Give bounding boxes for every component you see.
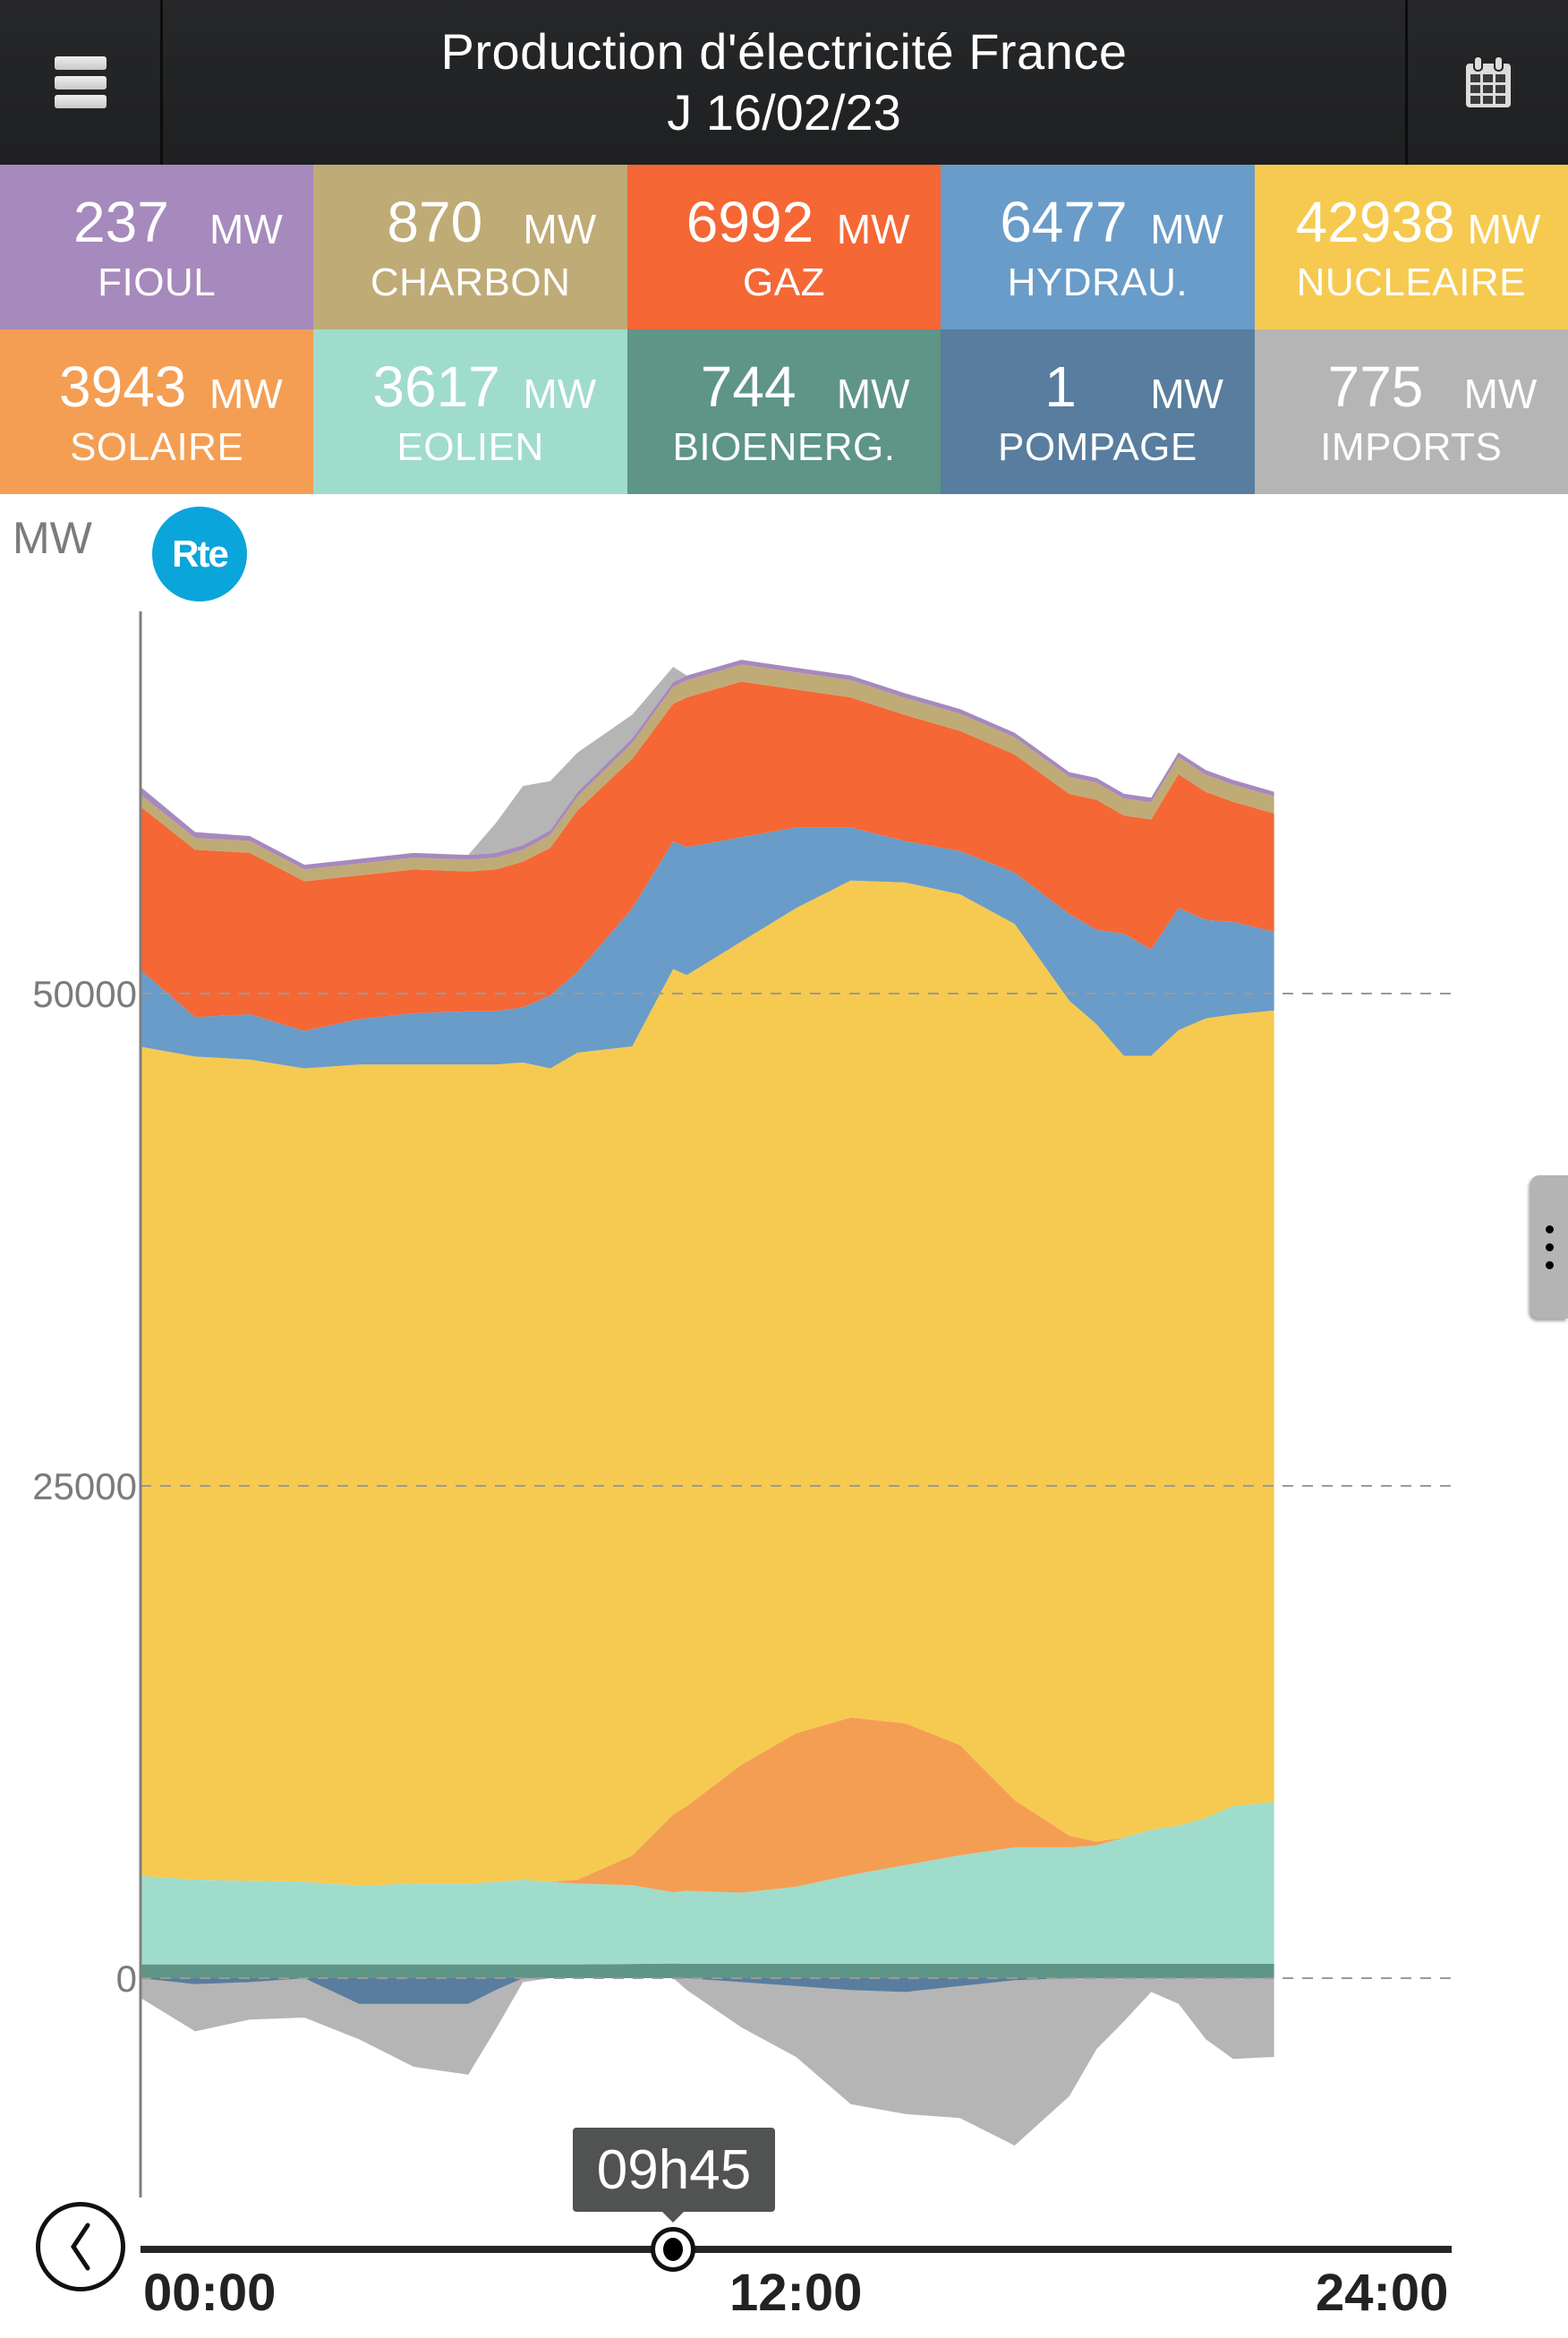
tile-unit: MW [1463, 371, 1538, 417]
tile-value: 237 [73, 190, 169, 254]
tile-value: 744 [700, 354, 797, 419]
date-text: J 16/02/23 [667, 84, 901, 141]
area-nucleaire [141, 880, 1274, 1886]
more-vertical-icon-dot [1545, 1242, 1554, 1251]
tile-unit: MW [1150, 371, 1223, 417]
tile-value: 42938 [1295, 190, 1455, 254]
tile-charbon: 870 MW CHARBON [313, 165, 627, 329]
tile-value: 3943 [59, 354, 187, 419]
area-charbon [141, 664, 1274, 882]
tile-label: GAZ [743, 260, 825, 304]
tile-nucleaire: 42938 MW NUCLEAIRE [1254, 165, 1568, 329]
tile-unit: MW [209, 371, 283, 417]
tile-unit: MW [523, 371, 597, 417]
tile-hydrau: 6477 MW HYDRAU. [941, 165, 1255, 329]
tile-eolien: 3617 MW EOLIEN [313, 329, 627, 494]
tile-label: CHARBON [370, 260, 571, 304]
tile-fioul: 237 MW FIOUL [0, 165, 314, 329]
calendar-button[interactable] [1405, 0, 1568, 165]
tile-label: BIOENERG. [672, 425, 896, 469]
tile-label: NUCLEAIRE [1296, 260, 1526, 304]
tile-label: IMPORTS [1320, 425, 1503, 469]
side-panel-handle[interactable] [1530, 1175, 1568, 1318]
tile-solaire: 3943 MW SOLAIRE [0, 329, 314, 494]
rte-logo: Rte [152, 507, 247, 602]
area-hydrau [141, 827, 1274, 1069]
y-tick-label: 50000 [32, 973, 137, 1015]
area-gaz [141, 681, 1274, 1031]
title-text: Production d'électricité France [440, 23, 1128, 80]
y-axis-unit-label: MW [13, 513, 92, 563]
hamburger-menu-icon [54, 56, 107, 108]
x-label-end: 24:00 [1316, 2264, 1449, 2322]
tile-pompage: 1 MW POMPAGE [941, 329, 1255, 494]
tile-unit: MW [836, 206, 910, 252]
area-solaire [141, 1717, 1274, 1893]
tile-bioenerg: 744 MW BIOENERG. [626, 329, 942, 494]
tile-value: 6992 [686, 190, 814, 254]
tile-gaz: 6992 MW GAZ [626, 165, 942, 329]
y-tick-label: 25000 [32, 1465, 137, 1507]
tile-value: 3617 [372, 354, 500, 419]
area-bioenerg [141, 1963, 1274, 1978]
previous-day-button[interactable] [36, 2202, 125, 2291]
tile-unit: MW [1467, 206, 1541, 252]
tile-label: SOLAIRE [70, 425, 244, 469]
time-tooltip: 09h45 [573, 2128, 775, 2223]
production-tiles: 237 MW FIOUL 870 MW CHARBON 6992 MW GAZ 6477 MW HYD… [0, 165, 1568, 494]
app-header: Production d'électricité France J 16/02/… [0, 0, 1568, 165]
x-label-mid: 12:00 [729, 2264, 863, 2322]
area-eolien [141, 1802, 1274, 1965]
thumb-dot [663, 2238, 683, 2261]
time-slider-thumb[interactable] [651, 2227, 695, 2272]
tile-value: 775 [1327, 354, 1424, 419]
more-vertical-icon-dot [1545, 1260, 1554, 1269]
tile-label: FIOUL [98, 260, 217, 304]
tile-label: HYDRAU. [1007, 260, 1189, 304]
tile-label: EOLIEN [396, 425, 544, 469]
tile-value: 870 [387, 190, 483, 254]
menu-button[interactable] [0, 0, 163, 165]
tile-unit: MW [523, 206, 597, 252]
tile-value: 6477 [1000, 190, 1128, 254]
page-title: Production d'électricité France J 16/02/… [166, 0, 1402, 165]
x-label-start: 00:00 [143, 2264, 277, 2322]
tile-unit: MW [209, 206, 283, 252]
y-tick-label: 0 [116, 1958, 137, 2000]
more-vertical-icon [1545, 1224, 1554, 1233]
area-pompage [141, 1978, 1274, 2004]
tile-value: 1 [1044, 354, 1077, 419]
tile-label: POMPAGE [998, 425, 1197, 469]
tile-unit: MW [1150, 206, 1223, 252]
area-exports [141, 1978, 1274, 2146]
time-slider-track[interactable] [141, 2246, 1452, 2253]
calendar-icon [1465, 56, 1511, 107]
rte-logo-text: Rte [172, 533, 229, 575]
tile-unit: MW [836, 371, 910, 417]
chevron-left-icon [70, 2223, 90, 2271]
tile-imports: 775 MW IMPORTS [1254, 329, 1568, 494]
